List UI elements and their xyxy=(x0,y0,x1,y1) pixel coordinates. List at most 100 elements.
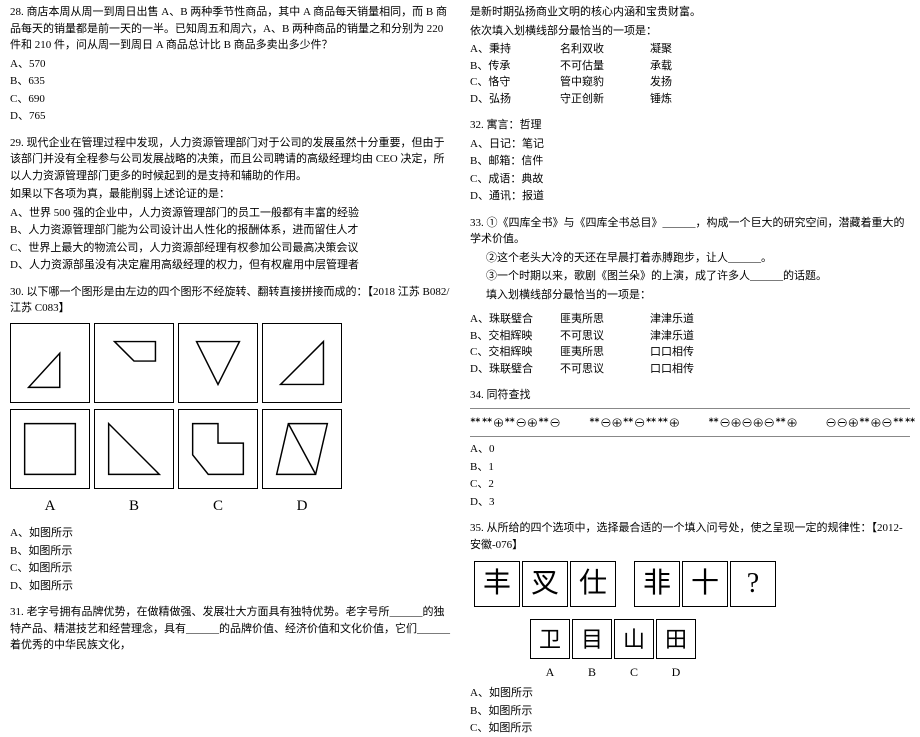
q31b-d1: D、弘扬 xyxy=(470,91,560,108)
q34-opt-a: A、0 xyxy=(470,441,910,458)
q35-opt-b: B、如图所示 xyxy=(470,703,910,720)
divider xyxy=(470,436,910,437)
q35-s5: 十 xyxy=(682,561,728,607)
q30-labels: A B C D xyxy=(10,495,450,518)
q30-lbl-c: C xyxy=(178,495,258,518)
q30-lbl-a: A xyxy=(10,495,90,518)
q31b-sub: 依次填入划横线部分最恰当的一项是： xyxy=(470,23,910,40)
q33-d1: D、珠联璧合 xyxy=(470,361,560,378)
q31b-b3: 承载 xyxy=(650,58,740,75)
q28-opt-c: C、690 xyxy=(10,91,450,108)
q30-opt-c: C、如图所示 xyxy=(10,560,450,577)
q35-lbl-d: D xyxy=(656,663,696,681)
q32-opt-d: D、通讯：报道 xyxy=(470,188,910,205)
q30-opt-d: D、如图所示 xyxy=(10,578,450,595)
question-34: 34. 同符查找 ᕯᕯ⊕ᕯ⊖⊕ᕯ⊖ ᕯ⊖⊕ᕯ⊖ᕯᕯ⊕ ᕯ⊖⊕⊖⊕⊖ᕯ⊕ ⊖⊖⊕ᕯ… xyxy=(470,387,910,510)
q35-s3: 仕 xyxy=(570,561,616,607)
q31b-stem: 是新时期弘扬商业文明的核心内涵和宝贵财富。 xyxy=(470,4,910,21)
q35-sequence: 丰 㕚 仕 非 十 ? xyxy=(470,555,780,613)
q31b-b2: 不可估量 xyxy=(560,58,650,75)
q29-opt-d: D、人力资源部虽没有决定雇用高级经理的权力，但有权雇用中层管理者 xyxy=(10,257,450,274)
q30-stem: 30. 以下哪一个图形是由左边的四个图形不经旋转、翻转直接拼接而成的：【2018… xyxy=(10,284,450,317)
q32-opts: A、日记：笔记 B、邮箱：信件 C、成语：典故 D、通讯：报道 xyxy=(470,136,910,205)
q30-src-1 xyxy=(10,323,90,403)
q30-lbl-b: B xyxy=(94,495,174,518)
question-35: 35. 从所给的四个选项中，选择最合适的一个填入问号处，使之呈现一定的规律性：【… xyxy=(470,520,910,737)
q35-s2: 㕚 xyxy=(522,561,568,607)
question-33: 33. ①《四库全书》与《四库全书总目》______，构成一个巨大的研究空间，潜… xyxy=(470,215,910,378)
q33-a3: 津津乐道 xyxy=(650,311,740,328)
q31b-c2: 管中窥豹 xyxy=(560,74,650,91)
q35-a-d: 田 xyxy=(656,619,696,659)
q35-opts: A、如图所示 B、如图所示 C、如图所示 xyxy=(470,685,910,737)
q33-c3: 口口相传 xyxy=(650,344,740,361)
q31b-b1: B、传承 xyxy=(470,58,560,75)
q35-opt-c: C、如图所示 xyxy=(470,720,910,737)
q29-opts: A、世界 500 强的企业中，人力资源管理部门的员工一般都有丰富的经验 B、人力… xyxy=(10,205,450,274)
q35-a-c: 山 xyxy=(614,619,654,659)
q33-a2: 匪夷所思 xyxy=(560,311,650,328)
q34-opt-b: B、1 xyxy=(470,459,910,476)
q35-s4: 非 xyxy=(634,561,680,607)
q33-d3: 口口相传 xyxy=(650,361,740,378)
q31b-a1: A、秉持 xyxy=(470,41,560,58)
q34-g3: ᕯ⊖⊕⊖⊕⊖ᕯ⊕ xyxy=(708,413,798,433)
q30-ans-b xyxy=(94,409,174,489)
q30-opt-a: A、如图所示 xyxy=(10,525,450,542)
q35-a-b: 目 xyxy=(572,619,612,659)
q30-answer-shapes xyxy=(10,409,450,489)
q30-source-shapes xyxy=(10,323,450,403)
q35-lbl-b: B xyxy=(572,663,612,681)
q31b-a3: 凝聚 xyxy=(650,41,740,58)
q31b-a2: 名利双收 xyxy=(560,41,650,58)
q34-opt-c: C、2 xyxy=(470,476,910,493)
question-30: 30. 以下哪一个图形是由左边的四个图形不经旋转、翻转直接拼接而成的：【2018… xyxy=(10,284,450,595)
q32-opt-a: A、日记：笔记 xyxy=(470,136,910,153)
question-29: 29. 现代企业在管理过程中发现，人力资源管理部门对于公司的发展虽然十分重要，但… xyxy=(10,135,450,274)
q34-g1: ᕯᕯ⊕ᕯ⊖⊕ᕯ⊖ xyxy=(470,413,561,433)
q28-opts: A、570 B、635 C、690 D、765 xyxy=(10,56,450,125)
q35-a-a: 卫 xyxy=(530,619,570,659)
q33-c1: C、交相辉映 xyxy=(470,344,560,361)
q28-stem: 28. 商店本周从周一到周日出售 A、B 两种季节性商品，其中 A 商品每天销量… xyxy=(10,4,450,54)
q33-d2: 不可思议 xyxy=(560,361,650,378)
q28-opt-d: D、765 xyxy=(10,108,450,125)
q33-sub: 填入划横线部分最恰当的一项是： xyxy=(470,287,910,304)
q29-opt-a: A、世界 500 强的企业中，人力资源管理部门的员工一般都有丰富的经验 xyxy=(10,205,450,222)
q35-lbl-c: C xyxy=(614,663,654,681)
q32-opt-b: B、邮箱：信件 xyxy=(470,153,910,170)
q33-l3: ③一个时期以来，歌剧《图兰朵》的上演，成了许多人______的话题。 xyxy=(470,268,910,285)
q34-stem: 34. 同符查找 xyxy=(470,387,910,404)
q28-opt-a: A、570 xyxy=(10,56,450,73)
question-31-cont: 是新时期弘扬商业文明的核心内涵和宝贵财富。 依次填入划横线部分最恰当的一项是： … xyxy=(470,4,910,107)
q31b-opts: A、秉持名利双收凝聚 B、传承不可估量承载 C、恪守管中窥豹发扬 D、弘扬守正创… xyxy=(470,41,910,107)
q30-ans-c xyxy=(178,409,258,489)
q34-glyphs: ᕯᕯ⊕ᕯ⊖⊕ᕯ⊖ ᕯ⊖⊕ᕯ⊖ᕯᕯ⊕ ᕯ⊖⊕⊖⊕⊖ᕯ⊕ ⊖⊖⊕ᕯ⊕⊖ᕯᕯ xyxy=(470,413,910,433)
q34-opt-d: D、3 xyxy=(470,494,910,511)
q33-b1: B、交相辉映 xyxy=(470,328,560,345)
q35-answers: 卫 目 山 田 A B C D xyxy=(470,617,910,681)
q29-opt-c: C、世界上最大的物流公司，人力资源部经理有权参加公司最高决策会议 xyxy=(10,240,450,257)
q34-g2: ᕯ⊖⊕ᕯ⊖ᕯᕯ⊕ xyxy=(589,413,680,433)
q30-opts: A、如图所示 B、如图所示 C、如图所示 D、如图所示 xyxy=(10,525,450,594)
q33-l2: ②这个老头大冷的天还在早晨打着赤膊跑步，让人______。 xyxy=(470,250,910,267)
q33-l1: 33. ①《四库全书》与《四库全书总目》______，构成一个巨大的研究空间，潜… xyxy=(470,215,910,248)
q30-ans-a xyxy=(10,409,90,489)
q33-b2: 不可思议 xyxy=(560,328,650,345)
q29-stem: 29. 现代企业在管理过程中发现，人力资源管理部门对于公司的发展虽然十分重要，但… xyxy=(10,135,450,185)
question-31: 31. 老字号拥有品牌优势，在做精做强、发展壮大方面具有独特优势。老字号所___… xyxy=(10,604,450,654)
q30-opt-b: B、如图所示 xyxy=(10,543,450,560)
q30-ans-d xyxy=(262,409,342,489)
q31b-d2: 守正创新 xyxy=(560,91,650,108)
q34-g4: ⊖⊖⊕ᕯ⊕⊖ᕯᕯ xyxy=(826,413,917,433)
question-28: 28. 商店本周从周一到周日出售 A、B 两种季节性商品，其中 A 商品每天销量… xyxy=(10,4,450,125)
q31b-c3: 发扬 xyxy=(650,74,740,91)
q30-src-2 xyxy=(94,323,174,403)
q31-stem: 31. 老字号拥有品牌优势，在做精做强、发展壮大方面具有独特优势。老字号所___… xyxy=(10,604,450,654)
q35-s1: 丰 xyxy=(474,561,520,607)
q35-stem: 35. 从所给的四个选项中，选择最合适的一个填入问号处，使之呈现一定的规律性：【… xyxy=(470,520,910,553)
q32-stem: 32. 寓言：哲理 xyxy=(470,117,910,134)
q29-sub: 如果以下各项为真，最能削弱上述论证的是： xyxy=(10,186,450,203)
q30-src-4 xyxy=(262,323,342,403)
q32-opt-c: C、成语：典故 xyxy=(470,171,910,188)
